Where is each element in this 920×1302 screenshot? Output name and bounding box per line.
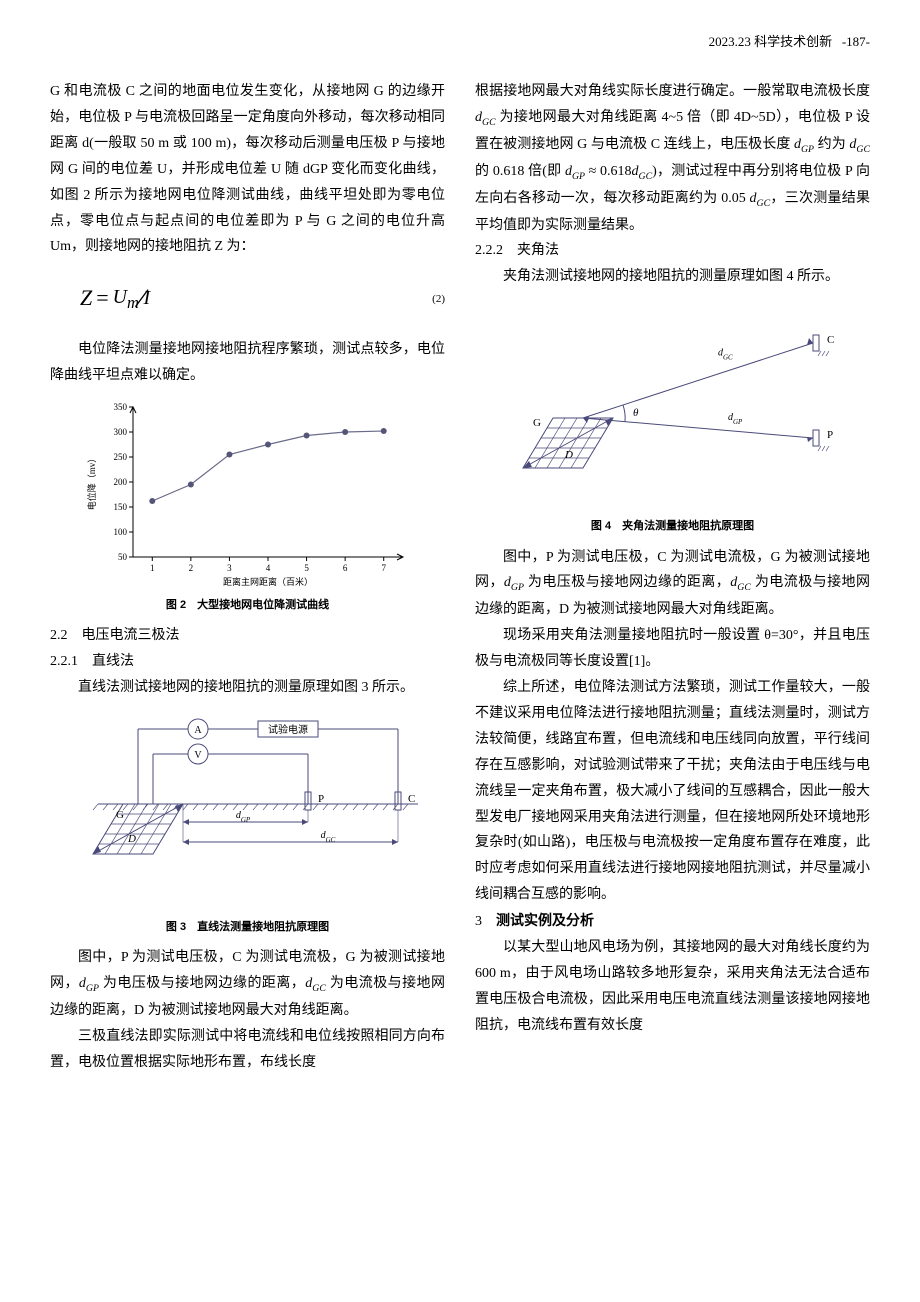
svg-text:3: 3 [227, 563, 232, 573]
right-column: 根据接地网最大对角线实际长度进行确定。一般常取电流极长度 dGC 为接地网最大对… [475, 79, 870, 1076]
right-p2: 夹角法测试接地网的接地阻抗的测量原理如图 4 所示。 [475, 264, 870, 290]
svg-text:G: G [533, 417, 541, 429]
left-column: G 和电流极 C 之间的地面电位发生变化，从接地网 G 的边缘开始，电位极 P … [50, 79, 445, 1076]
fig4-caption: 图 4 夹角法测量接地阻抗原理图 [475, 516, 870, 536]
svg-text:250: 250 [113, 452, 127, 462]
section-2-2-1: 2.2.1 直线法 [50, 649, 445, 675]
eq2-label: (2) [432, 289, 445, 309]
fig3-caption: 图 3 直线法测量接地阻抗原理图 [50, 917, 445, 937]
svg-text:350: 350 [113, 402, 127, 412]
page-number: -187- [842, 34, 870, 49]
right-p4: 现场采用夹角法测量接地阻抗时一般设置 θ=30°，并且电压极与电流极同等长度设置… [475, 623, 870, 675]
svg-text:300: 300 [113, 427, 127, 437]
svg-text:7: 7 [381, 563, 386, 573]
fig4-diagram: G D C Pθ dGC dGP [493, 298, 853, 508]
two-column-layout: G 和电流极 C 之间的地面电位发生变化，从接地网 G 的边缘开始，电位极 P … [50, 79, 870, 1076]
fig2-caption: 图 2 大型接地网电位降测试曲线 [50, 595, 445, 615]
svg-text:P: P [318, 793, 324, 805]
left-p5: 三极直线法即实际测试中将电流线和电位线按照相同方向布置，电极位置根据实际地形布置… [50, 1024, 445, 1076]
svg-text:D: D [127, 833, 136, 845]
svg-text:试验电源: 试验电源 [268, 723, 308, 736]
svg-text:5: 5 [304, 563, 309, 573]
journal-name: 科学技术创新 [754, 34, 832, 49]
right-p3: 图中，P 为测试电压极，C 为测试电流极，G 为被测试接地网，dGP 为电压极与… [475, 545, 870, 624]
svg-text:距离主网距离（百米）: 距离主网距离（百米） [222, 576, 312, 587]
svg-text:G: G [116, 809, 124, 821]
svg-text:200: 200 [113, 477, 127, 487]
svg-text:1: 1 [150, 563, 155, 573]
section-2-2-2: 2.2.2 夹角法 [475, 238, 870, 264]
fig3-diagram: A试验电源VDGPCdGPdGC [68, 709, 428, 909]
svg-text:C: C [827, 334, 834, 346]
left-p4: 图中，P 为测试电压极，C 为测试电流极，G 为被测试接地网，dGP 为电压极与… [50, 945, 445, 1024]
svg-text:150: 150 [113, 502, 127, 512]
svg-text:100: 100 [113, 527, 127, 537]
svg-text:C: C [408, 793, 415, 805]
issue-number: 2023.23 [709, 34, 751, 49]
section-3: 3 测试实例及分析 [475, 908, 870, 935]
right-p5: 综上所述，电位降法测试方法繁琐，测试工作量较大，一般不建议采用电位降法进行接地阻… [475, 675, 870, 908]
left-p3: 直线法测试接地网的接地阻抗的测量原理如图 3 所示。 [50, 675, 445, 701]
svg-text:2: 2 [188, 563, 193, 573]
svg-text:dGP: dGP [728, 412, 743, 426]
right-p1: 根据接地网最大对角线实际长度进行确定。一般常取电流极长度 dGC 为接地网最大对… [475, 79, 870, 238]
svg-text:6: 6 [342, 563, 347, 573]
page-header: 2023.23 科学技术创新 -187- [50, 30, 870, 54]
left-p1: G 和电流极 C 之间的地面电位发生变化，从接地网 G 的边缘开始，电位极 P … [50, 79, 445, 260]
svg-text:P: P [827, 429, 833, 441]
svg-text:D: D [564, 449, 573, 461]
section-2-2: 2.2 电压电流三极法 [50, 623, 445, 649]
equation-2: Z = Um / I (2) [50, 270, 445, 327]
fig2-chart: 50 100 150 200 250 300 350 1 2 3 4 5 6 7 距离主网距离（百米） 电位降… [83, 397, 413, 587]
eq2-lhs: Z [80, 278, 92, 319]
svg-text:V: V [194, 750, 202, 761]
right-p6: 以某大型山地风电场为例，其接地网的最大对角线长度约为 600 m，由于风电场山路… [475, 935, 870, 1039]
svg-text:电位降（mv）: 电位降（mv） [86, 454, 97, 511]
svg-text:dGC: dGC [718, 348, 733, 362]
svg-text:4: 4 [265, 563, 270, 573]
svg-text:A: A [194, 725, 202, 736]
left-p2: 电位降法测量接地网接地阻抗程序繁琐，测试点较多，电位降曲线平坦点难以确定。 [50, 337, 445, 389]
svg-text:θ: θ [633, 407, 639, 419]
svg-text:50: 50 [118, 552, 128, 562]
